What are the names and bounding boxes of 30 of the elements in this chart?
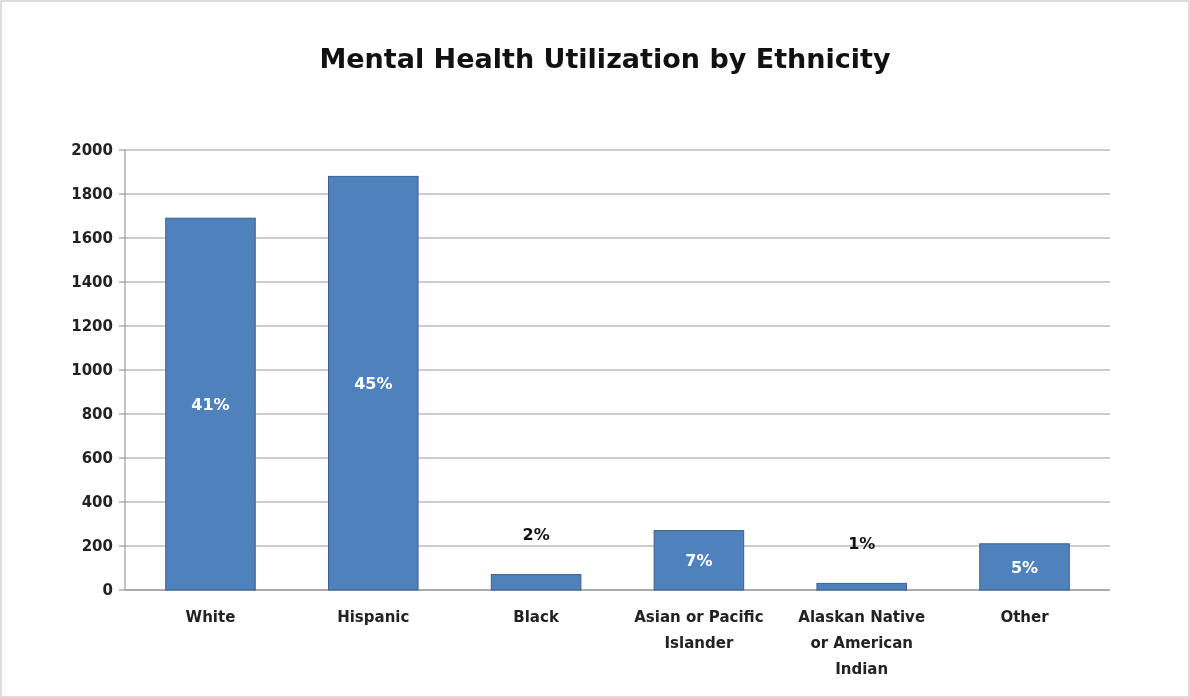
bar — [490, 574, 582, 591]
annotation: 2% — [522, 525, 550, 545]
y-tick-label: 1200 — [71, 317, 113, 336]
annotation: 1% — [848, 534, 876, 553]
y-tick-label: 1000 — [71, 361, 113, 380]
y-tick-label: 400 — [81, 493, 113, 512]
chart-title: Mental Health Utilization by Ethnicity — [319, 43, 891, 74]
annotation: 7% — [685, 550, 713, 570]
y-tick-label: 800 — [81, 405, 113, 424]
annotation: 41% — [191, 394, 230, 414]
bar — [653, 530, 745, 591]
annotation: 45% — [354, 373, 393, 393]
bar — [165, 217, 256, 591]
x-tick-label: Hispanic — [337, 608, 410, 626]
x-tick-label: Alaskan Native or American Indian — [798, 608, 926, 678]
y-tick-label: 600 — [81, 449, 113, 468]
y-tick-label: 1600 — [71, 229, 113, 248]
x-tick-label: White — [185, 608, 236, 626]
y-tick-label: 200 — [81, 537, 113, 556]
y-tick-label: 1400 — [71, 273, 113, 292]
bar — [979, 543, 1070, 591]
x-tick-label: Other — [1000, 608, 1050, 626]
bar — [816, 582, 907, 591]
x-tick-label: Asian or Pacific Islander — [634, 608, 764, 652]
y-tick-label: 0 — [102, 581, 113, 600]
y-tick-label: 2000 — [71, 141, 113, 160]
x-tick-label: Black — [513, 608, 560, 626]
y-tick-label: 1800 — [71, 185, 113, 204]
annotation: 5% — [1010, 557, 1039, 577]
bar — [328, 175, 419, 591]
